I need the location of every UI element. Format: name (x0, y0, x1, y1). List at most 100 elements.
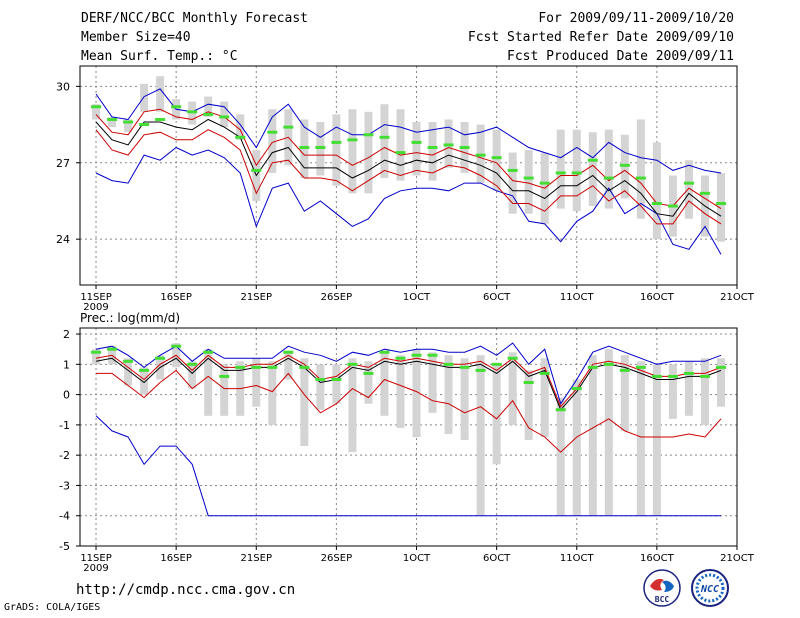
spread-box (364, 361, 373, 404)
upper-quartile-line (95, 354, 722, 408)
xtick-label: 11OCT (560, 292, 595, 303)
spread-box (428, 122, 437, 181)
ytick-label: -2 (59, 449, 70, 462)
ensemble-mean-line (95, 118, 722, 217)
median-marker (379, 350, 390, 354)
median-marker (395, 356, 406, 360)
spread-box (268, 109, 277, 173)
spread-box (524, 370, 533, 441)
xtick-label: 26SEP (321, 292, 352, 303)
median-marker (555, 171, 566, 175)
ytick-label: 30 (56, 80, 70, 93)
median-marker (235, 135, 246, 139)
median-marker (443, 143, 454, 147)
median-marker (331, 377, 342, 381)
median-marker (331, 140, 342, 144)
spread-box (604, 129, 613, 209)
median-marker (107, 347, 118, 351)
median-marker (91, 350, 102, 354)
ytick-label: 2 (63, 328, 70, 341)
xtick-label: 16OCT (640, 292, 675, 303)
median-marker (571, 171, 582, 175)
median-marker (411, 353, 422, 357)
median-marker (251, 365, 262, 369)
ytick-label: 1 (63, 358, 70, 371)
median-marker (603, 176, 614, 180)
spread-box (492, 364, 501, 465)
median-marker (635, 365, 646, 369)
median-marker (363, 371, 374, 375)
spread-box (124, 358, 133, 386)
plot-frame (79, 65, 738, 286)
spread-box (620, 355, 629, 431)
median-marker (379, 135, 390, 139)
spread-box (396, 355, 405, 428)
spread-box (508, 352, 517, 425)
median-marker (459, 365, 470, 369)
source-url[interactable]: http://cmdp.ncc.cma.gov.cn (76, 582, 296, 598)
median-marker (155, 356, 166, 360)
spread-box (92, 104, 101, 120)
xtick-label: 26SEP (321, 553, 352, 564)
precipitation-panel: -5 -4 -3 -2 -1 0 1 2 11SEP 16SEP 21SEP 26SEP 1OCT 6OC… (59, 327, 755, 574)
median-marker (523, 381, 534, 384)
xtick-label: 16SEP (160, 553, 191, 564)
logos: BCC NCC (643, 569, 729, 607)
upper-quartile-line (95, 108, 722, 210)
median-marker (491, 156, 502, 160)
spread-box (220, 364, 229, 416)
xtick-label: 6OCT (483, 553, 511, 564)
median-marker (619, 163, 630, 167)
max-line (95, 342, 722, 405)
xtick-label: 21SEP (241, 553, 272, 564)
plot-frame (79, 327, 738, 547)
median-marker (667, 204, 678, 208)
median-marker (507, 168, 518, 172)
spread-box (588, 355, 597, 516)
spread-box (700, 358, 709, 425)
median-marker (571, 387, 582, 391)
spread-box (604, 349, 613, 516)
spread-box (588, 132, 597, 207)
spread-box (684, 160, 693, 219)
spread-box (524, 150, 533, 214)
spread-box (220, 101, 229, 128)
median-marker (699, 374, 710, 378)
lower-quartile-line (95, 129, 722, 225)
median-marker (507, 356, 518, 360)
median-marker (587, 365, 598, 369)
median-marker (107, 117, 118, 121)
median-marker (187, 362, 198, 366)
spread-box (636, 119, 645, 219)
forecast-produced-date: Fcst Produced Date 2009/09/11 (507, 49, 734, 64)
median-marker (299, 365, 310, 369)
ensemble-mean-line (95, 357, 722, 411)
median-marker (203, 112, 214, 116)
spread-box (348, 109, 357, 194)
median-marker (667, 374, 678, 378)
ncc-logo-text: NCC (700, 584, 719, 595)
spread-box (348, 358, 357, 453)
ytick-label: 24 (56, 233, 70, 246)
spread-box (332, 114, 341, 186)
median-marker (459, 145, 470, 149)
median-marker (171, 105, 182, 109)
median-marker (475, 368, 486, 372)
median-marker (715, 202, 726, 206)
member-size: Member Size=40 (81, 30, 191, 45)
spread-box (236, 114, 245, 140)
spread-box (636, 361, 645, 516)
median-marker (315, 377, 326, 381)
xtick-label: 1OCT (403, 553, 431, 564)
variable-label: Mean Surf. Temp.: °C (81, 49, 238, 64)
median-marker (283, 350, 294, 354)
spread-box (556, 397, 565, 516)
min-line (95, 415, 721, 517)
spread-box (716, 172, 725, 242)
forecast-started-date: Fcst Started Refer Date 2009/09/10 (467, 30, 734, 45)
median-marker (539, 181, 550, 185)
spread-box (108, 116, 117, 128)
ytick-label: 27 (56, 157, 70, 170)
spread-box (140, 367, 149, 395)
median-marker (91, 105, 102, 109)
